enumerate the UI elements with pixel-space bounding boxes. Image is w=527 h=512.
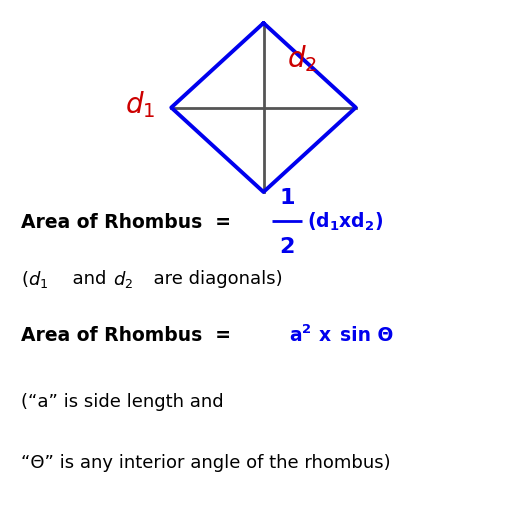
Text: $\mathbf{(d_1xd_2)}$: $\mathbf{(d_1xd_2)}$ <box>307 210 384 233</box>
Text: $\mathbf{a^2}$: $\mathbf{a^2}$ <box>289 325 314 346</box>
Text: are diagonals): are diagonals) <box>142 270 283 288</box>
Text: $\mathbf{2}$: $\mathbf{2}$ <box>279 237 295 257</box>
Text: $d_1$: $d_1$ <box>125 90 155 120</box>
Text: Area of Rhombus  =: Area of Rhombus = <box>21 326 238 345</box>
Text: $\mathbf{1}$: $\mathbf{1}$ <box>279 188 295 208</box>
Text: $(d_1$: $(d_1$ <box>21 268 48 290</box>
Text: Area of Rhombus  =: Area of Rhombus = <box>21 213 238 232</box>
Text: and: and <box>61 270 112 288</box>
Text: x: x <box>319 326 345 345</box>
Text: $d_2$: $d_2$ <box>287 44 317 74</box>
Text: “Θ” is any interior angle of the rhombus): “Θ” is any interior angle of the rhombus… <box>21 454 391 473</box>
Text: (“a” is side length and: (“a” is side length and <box>21 393 223 411</box>
Text: sin Θ: sin Θ <box>340 326 393 345</box>
Text: $d_2$: $d_2$ <box>113 268 133 290</box>
